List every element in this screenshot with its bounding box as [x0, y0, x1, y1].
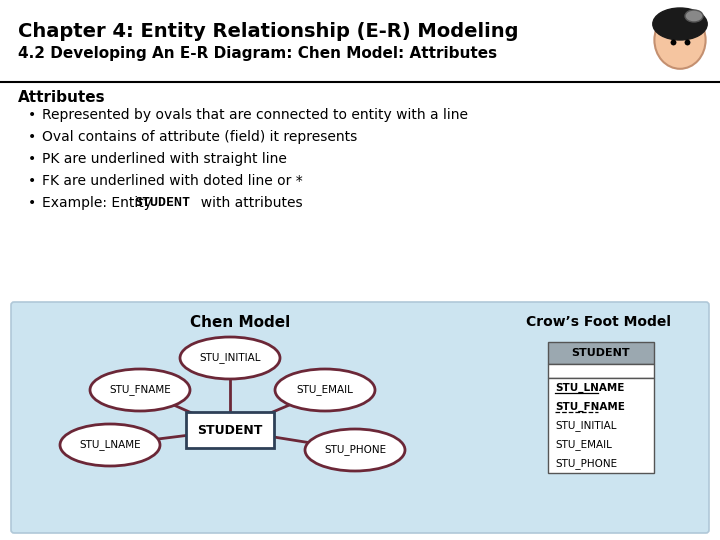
Ellipse shape: [653, 8, 707, 40]
Text: STU_PHONE: STU_PHONE: [555, 458, 617, 469]
Ellipse shape: [180, 337, 280, 379]
Text: •: •: [28, 108, 36, 122]
Text: Attributes: Attributes: [18, 90, 106, 105]
Text: FK are underlined with doted line or *: FK are underlined with doted line or *: [42, 174, 302, 188]
Ellipse shape: [305, 429, 405, 471]
Bar: [548, 378, 654, 473]
Text: Chen Model: Chen Model: [190, 315, 290, 330]
Text: STUDENT: STUDENT: [572, 348, 630, 358]
Text: STUDENT: STUDENT: [197, 423, 263, 436]
Text: Example: Entity: Example: Entity: [42, 196, 156, 210]
Ellipse shape: [90, 369, 190, 411]
Text: •: •: [28, 196, 36, 210]
Text: STU_INITIAL: STU_INITIAL: [555, 420, 616, 431]
Text: Crow’s Foot Model: Crow’s Foot Model: [526, 315, 670, 329]
Text: STUDENT: STUDENT: [134, 196, 190, 209]
Text: STU_FNAME: STU_FNAME: [555, 401, 625, 411]
Text: •: •: [28, 174, 36, 188]
Text: STU_EMAIL: STU_EMAIL: [297, 384, 354, 395]
Ellipse shape: [275, 369, 375, 411]
Text: STU_LNAME: STU_LNAME: [555, 382, 624, 393]
Text: 4.2 Developing An E-R Diagram: Chen Model: Attributes: 4.2 Developing An E-R Diagram: Chen Mode…: [18, 46, 497, 61]
Text: Oval contains of attribute (field) it represents: Oval contains of attribute (field) it re…: [42, 130, 357, 144]
Text: Chapter 4: Entity Relationship (E-R) Modeling: Chapter 4: Entity Relationship (E-R) Mod…: [18, 22, 518, 41]
Ellipse shape: [654, 11, 706, 69]
Text: STU_LNAME: STU_LNAME: [79, 440, 141, 450]
Text: with attributes: with attributes: [192, 196, 302, 210]
Text: Represented by ovals that are connected to entity with a line: Represented by ovals that are connected …: [42, 108, 468, 122]
Text: STU_EMAIL: STU_EMAIL: [555, 439, 612, 450]
Text: PK are underlined with straight line: PK are underlined with straight line: [42, 152, 287, 166]
Bar: [548, 342, 654, 364]
Text: •: •: [28, 130, 36, 144]
Text: STU_INITIAL: STU_INITIAL: [199, 353, 261, 363]
Text: STU_FNAME: STU_FNAME: [109, 384, 171, 395]
Bar: [548, 364, 654, 378]
Ellipse shape: [685, 10, 703, 22]
Text: STU_PHONE: STU_PHONE: [324, 444, 386, 455]
Text: •: •: [28, 152, 36, 166]
FancyBboxPatch shape: [11, 302, 709, 533]
Bar: [186, 412, 274, 448]
Ellipse shape: [60, 424, 160, 466]
